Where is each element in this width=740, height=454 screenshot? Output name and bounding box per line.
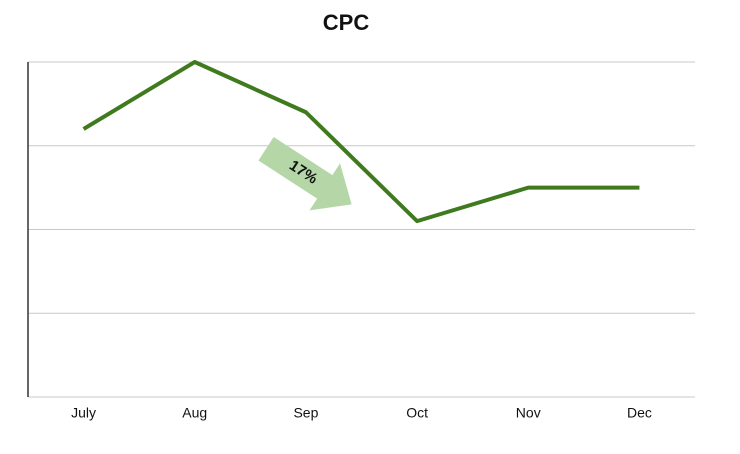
line-series	[82, 60, 640, 224]
x-tick-label: Oct	[406, 405, 428, 421]
chart-title: CPC	[323, 10, 370, 35]
x-tick-label: Nov	[516, 405, 541, 421]
x-tick-label: Sep	[293, 405, 318, 421]
x-tick-label: Dec	[627, 405, 652, 421]
x-tick-label: Aug	[182, 405, 207, 421]
annotation-arrow: 17%	[258, 137, 352, 211]
arrow-shape	[258, 137, 352, 211]
x-tick-label: July	[71, 405, 96, 421]
